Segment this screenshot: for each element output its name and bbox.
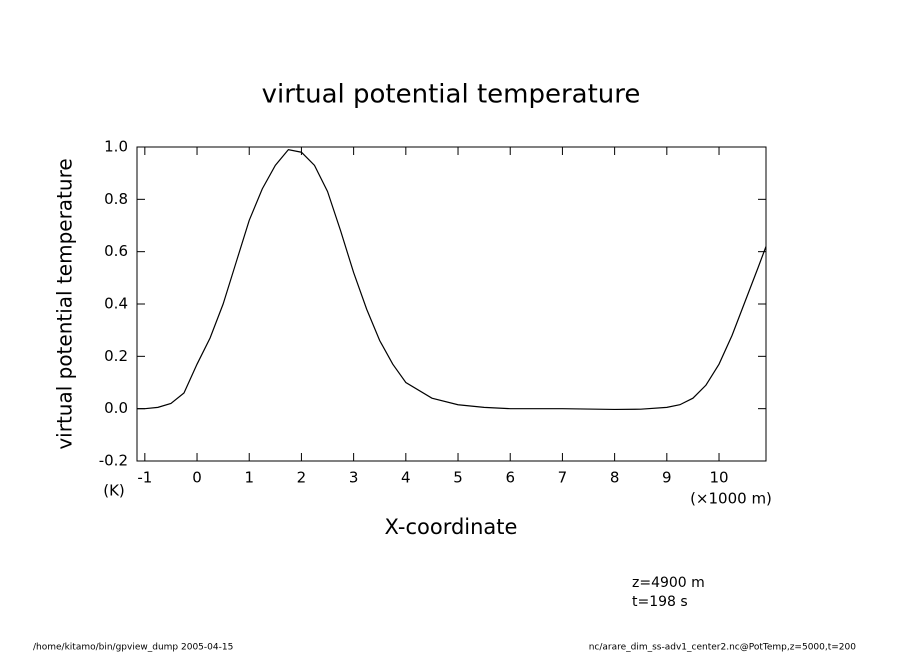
x-tick-label: -1 [137, 469, 152, 487]
data-line [137, 148, 767, 411]
x-tick-label: 4 [401, 469, 411, 487]
footer-left: /home/kitamo/bin/gpview_dump 2005-04-15 [33, 643, 233, 653]
y-tick-label: 0.8 [104, 190, 128, 208]
x-unit: (×1000 m) [690, 490, 772, 508]
x-tick-label: 2 [297, 469, 307, 487]
x-tick-label: 6 [505, 469, 515, 487]
x-tick-label: 3 [349, 469, 359, 487]
annotation: t=198 s [632, 594, 688, 610]
y-tick-label: 0.0 [104, 399, 128, 417]
chart-title: virtual potential temperature [262, 80, 641, 110]
y-tick-label: 1.0 [104, 138, 128, 156]
y-tick-label: 0.2 [104, 347, 128, 365]
x-tick-label: 0 [192, 469, 202, 487]
x-tick-label: 5 [453, 469, 463, 487]
x-tick-label: 1 [244, 469, 254, 487]
plot-frame [136, 146, 767, 462]
annotation: z=4900 m [632, 575, 705, 591]
x-tick-label: 9 [662, 469, 672, 487]
y-unit: (K) [103, 482, 125, 500]
y-axis-label: virtual potential temperature [53, 158, 77, 449]
footer-right: nc/arare_dim_ss-adv1_center2.nc@PotTemp,… [589, 643, 857, 653]
x-tick-label: 7 [558, 469, 568, 487]
y-tick-label: 0.4 [104, 295, 128, 313]
x-tick-label: 8 [610, 469, 620, 487]
y-tick-label: 0.6 [104, 242, 128, 260]
x-axis-label: X-coordinate [385, 515, 518, 539]
y-tick-label: -0.2 [99, 452, 128, 470]
x-tick-label: 10 [709, 469, 728, 487]
